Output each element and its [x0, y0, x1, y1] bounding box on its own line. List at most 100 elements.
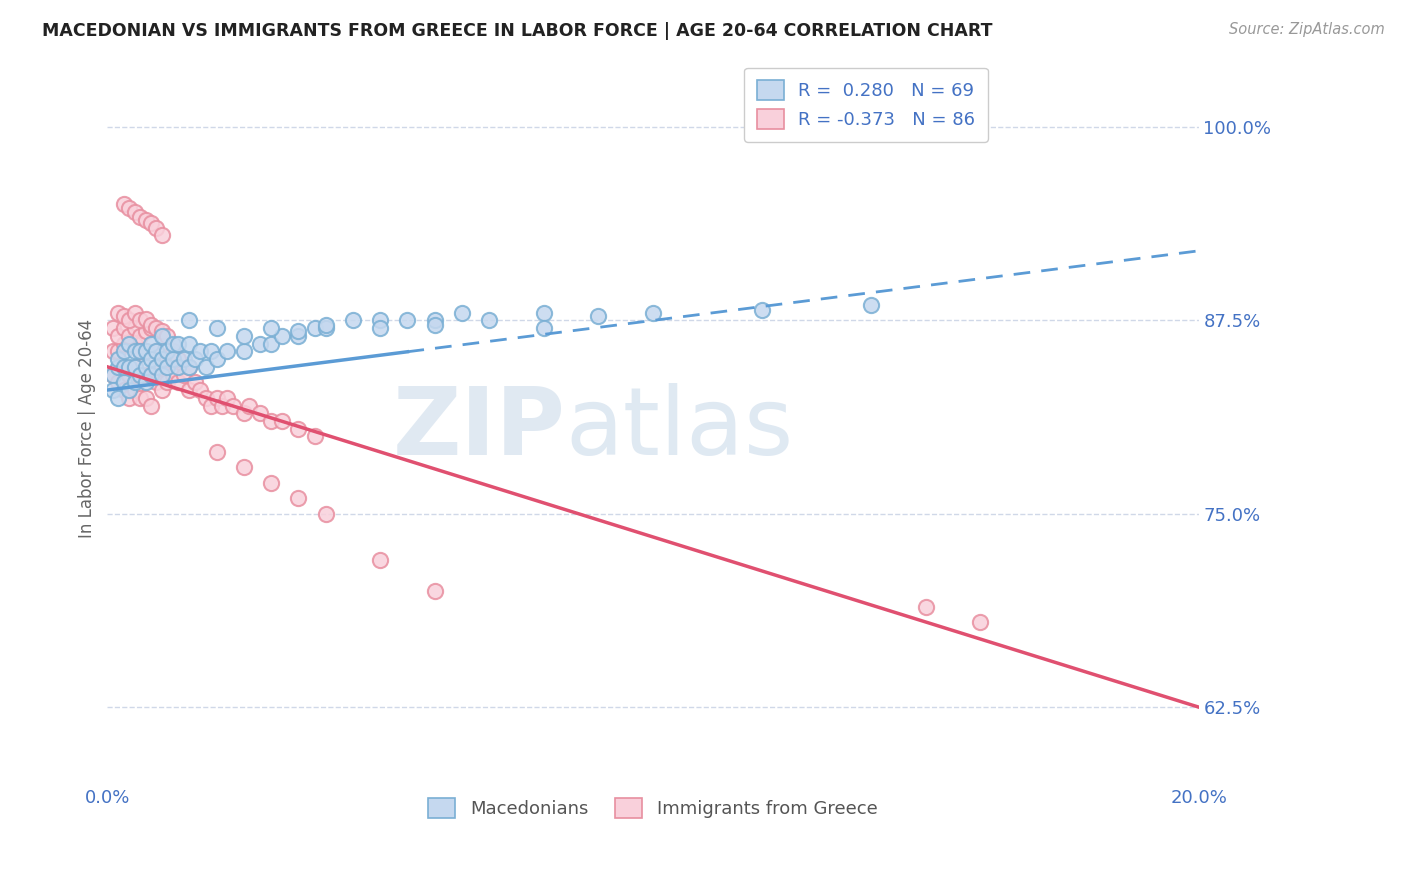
Point	[124, 376, 146, 390]
Point	[368, 553, 391, 567]
Point	[112, 336, 135, 351]
Point	[156, 376, 179, 390]
Point	[118, 359, 141, 374]
Point	[112, 383, 135, 397]
Point	[478, 313, 501, 327]
Point	[969, 615, 991, 629]
Point	[188, 344, 211, 359]
Point	[287, 329, 309, 343]
Point	[112, 344, 135, 359]
Point	[162, 336, 184, 351]
Point	[107, 344, 129, 359]
Point	[150, 329, 173, 343]
Point	[112, 197, 135, 211]
Text: Source: ZipAtlas.com: Source: ZipAtlas.com	[1229, 22, 1385, 37]
Point	[188, 383, 211, 397]
Text: atlas: atlas	[565, 383, 794, 475]
Point	[179, 383, 201, 397]
Point	[101, 321, 124, 335]
Point	[232, 329, 254, 343]
Point	[396, 313, 419, 327]
Point	[304, 429, 326, 443]
Point	[156, 329, 179, 343]
Point	[124, 359, 146, 374]
Point	[315, 507, 337, 521]
Point	[129, 210, 152, 224]
Point	[641, 306, 664, 320]
Point	[118, 368, 141, 382]
Point	[860, 298, 883, 312]
Point	[304, 321, 326, 335]
Point	[162, 344, 184, 359]
Point	[167, 376, 190, 390]
Point	[179, 336, 201, 351]
Point	[162, 352, 184, 367]
Point	[232, 460, 254, 475]
Point	[139, 336, 162, 351]
Point	[139, 399, 162, 413]
Point	[112, 359, 135, 374]
Point	[107, 376, 129, 390]
Point	[101, 368, 124, 382]
Point	[150, 383, 173, 397]
Point	[260, 475, 283, 490]
Point	[205, 445, 228, 459]
Point	[150, 359, 173, 374]
Text: MACEDONIAN VS IMMIGRANTS FROM GREECE IN LABOR FORCE | AGE 20-64 CORRELATION CHAR: MACEDONIAN VS IMMIGRANTS FROM GREECE IN …	[42, 22, 993, 40]
Point	[124, 383, 146, 397]
Point	[194, 391, 217, 405]
Point	[156, 359, 179, 374]
Point	[139, 216, 162, 230]
Point	[179, 359, 201, 374]
Point	[129, 344, 152, 359]
Point	[287, 491, 309, 506]
Text: ZIP: ZIP	[392, 383, 565, 475]
Point	[135, 213, 157, 227]
Point	[249, 406, 271, 420]
Point	[107, 352, 129, 367]
Point	[315, 318, 337, 332]
Point	[533, 306, 555, 320]
Point	[135, 376, 157, 390]
Point	[124, 344, 146, 359]
Point	[112, 359, 135, 374]
Point	[118, 313, 141, 327]
Point	[232, 406, 254, 420]
Point	[217, 344, 239, 359]
Point	[129, 368, 152, 382]
Point	[150, 324, 173, 338]
Point	[129, 344, 152, 359]
Point	[167, 359, 190, 374]
Point	[118, 391, 141, 405]
Point	[150, 228, 173, 243]
Point	[914, 599, 936, 614]
Point	[200, 399, 222, 413]
Point	[129, 368, 152, 382]
Point	[287, 324, 309, 338]
Point	[173, 368, 195, 382]
Point	[260, 336, 283, 351]
Point	[139, 368, 162, 382]
Point	[194, 359, 217, 374]
Point	[179, 313, 201, 327]
Point	[588, 309, 610, 323]
Point	[145, 344, 167, 359]
Point	[167, 336, 190, 351]
Y-axis label: In Labor Force | Age 20-64: In Labor Force | Age 20-64	[79, 319, 96, 538]
Point	[173, 352, 195, 367]
Point	[271, 329, 294, 343]
Point	[260, 321, 283, 335]
Point	[118, 336, 141, 351]
Point	[135, 324, 157, 338]
Point	[139, 321, 162, 335]
Point	[287, 422, 309, 436]
Point	[217, 391, 239, 405]
Point	[124, 321, 146, 335]
Point	[139, 352, 162, 367]
Point	[150, 368, 173, 382]
Point	[145, 344, 167, 359]
Point	[135, 344, 157, 359]
Legend: Macedonians, Immigrants from Greece: Macedonians, Immigrants from Greece	[422, 791, 884, 825]
Point	[129, 329, 152, 343]
Point	[162, 368, 184, 382]
